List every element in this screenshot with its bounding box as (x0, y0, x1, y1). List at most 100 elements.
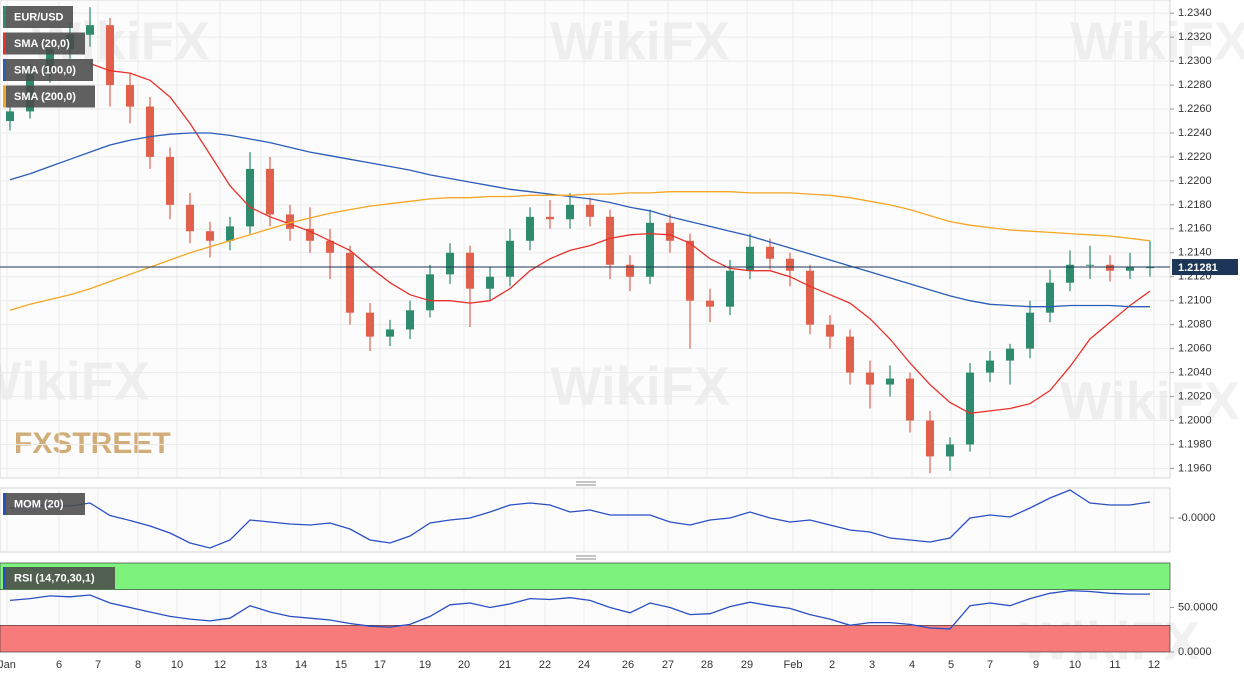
x-tick-label: 10 (171, 659, 183, 671)
x-tick-label: 17 (374, 659, 386, 671)
candle-body (586, 204, 594, 217)
x-tick-label: Jan (0, 659, 16, 671)
candle-body (886, 378, 894, 385)
splitter[interactable] (576, 481, 596, 486)
candle-body (566, 204, 574, 220)
x-tick-label: 11 (1109, 659, 1120, 671)
legend-swatch (3, 493, 6, 515)
x-tick-label: 13 (255, 659, 267, 671)
y-tick-label: 1.2300 (1178, 55, 1212, 67)
candle-body (446, 252, 454, 275)
candle-body (626, 264, 634, 277)
x-tick-label: 7 (95, 659, 101, 671)
candle-body (806, 270, 814, 325)
candle-body (966, 372, 974, 445)
y-tick-label: 1.2240 (1178, 127, 1212, 139)
x-tick-label: 12 (214, 659, 226, 671)
candle-body (146, 106, 154, 157)
y-tick-label: 1.2000 (1178, 414, 1212, 426)
x-tick-label: Feb (784, 659, 803, 671)
y-tick-label: 1.2260 (1178, 103, 1212, 115)
watermark: WikiFX (550, 356, 730, 416)
indicator-line (9, 191, 1151, 311)
y-tick-label: 1.2140 (1178, 247, 1212, 259)
candle-body (246, 168, 254, 227)
rsi-band (0, 624, 1171, 653)
candle-body (226, 226, 234, 241)
x-tick-label: 9 (1033, 659, 1039, 671)
candle-body (666, 222, 674, 241)
x-tick-label: 15 (335, 659, 347, 671)
candle-body (746, 246, 754, 271)
candle-body (1066, 264, 1074, 283)
candle-body (986, 360, 994, 373)
x-tick-label: 8 (135, 659, 141, 671)
candle-body (126, 85, 134, 107)
x-tick-label: 3 (869, 659, 875, 671)
indicator-line (9, 489, 1151, 549)
price-panel (0, 0, 1171, 479)
candle-body (646, 222, 654, 277)
candle-body (286, 214, 294, 229)
legend-swatch (3, 6, 6, 28)
candle-body (1146, 267, 1154, 269)
x-tick-label: 22 (539, 659, 551, 671)
x-tick-label: 19 (419, 659, 431, 671)
legend-swatch (3, 567, 6, 589)
candle-body (1046, 282, 1054, 313)
candle-body (846, 336, 854, 373)
y-tick-label: 1.2220 (1178, 151, 1212, 163)
candle-body (466, 252, 474, 289)
candle-body (6, 111, 14, 121)
watermark: WikiFX (1060, 371, 1240, 431)
candle-body (546, 216, 554, 220)
y-tick-label: 1.1980 (1178, 438, 1212, 450)
candle-body (506, 240, 514, 277)
candle-body (906, 378, 914, 421)
candle-body (186, 204, 194, 232)
candle-body (946, 444, 954, 457)
candle-body (526, 216, 534, 241)
candle-body (786, 258, 794, 271)
x-tick-label: 26 (622, 659, 634, 671)
candle-body (726, 270, 734, 307)
x-tick-label: 5 (948, 659, 954, 671)
y-tick-label: 1.2200 (1178, 175, 1212, 187)
candle-body (866, 372, 874, 385)
candle-body (386, 329, 394, 337)
x-tick-label: 4 (909, 659, 915, 671)
candle-body (1126, 267, 1134, 271)
y-tick-label: 1.2180 (1178, 199, 1212, 211)
y-tick-label: 1.2100 (1178, 295, 1212, 307)
legend-box (3, 493, 85, 515)
y-tick-label: 1.2340 (1178, 7, 1212, 19)
y-tick-label: 1.1960 (1178, 462, 1212, 474)
legend-swatch (3, 85, 6, 108)
candle-body (606, 216, 614, 265)
y-tick-label: 50.0000 (1178, 601, 1218, 613)
x-tick-label: 12 (1148, 659, 1160, 671)
legend-label: RSI (14,70,30,1) (14, 572, 95, 584)
watermark: WikiFX (550, 11, 730, 71)
x-tick-label: 24 (578, 659, 590, 671)
candle-body (326, 240, 334, 253)
legend-box (3, 85, 95, 108)
x-tick-label: 27 (662, 659, 674, 671)
x-tick-label: 2 (829, 659, 835, 671)
x-tick-label: 7 (987, 659, 993, 671)
watermark: WikiFX (0, 351, 150, 411)
indicator-line (9, 589, 1150, 630)
splitter[interactable] (576, 555, 596, 560)
candle-body (1006, 348, 1014, 361)
legend-swatch (3, 59, 6, 81)
legend-label: EUR/USD (14, 11, 64, 23)
y-tick-label: 1.2280 (1178, 79, 1212, 91)
legend-box (3, 6, 73, 28)
legend-label: SMA (20,0) (14, 38, 70, 50)
y-tick-label: 1.2160 (1178, 223, 1212, 235)
mom-panel (0, 487, 1171, 553)
candle-body (206, 231, 214, 241)
indicator-line (89, 62, 1151, 414)
x-tick-label: 10 (1069, 659, 1081, 671)
